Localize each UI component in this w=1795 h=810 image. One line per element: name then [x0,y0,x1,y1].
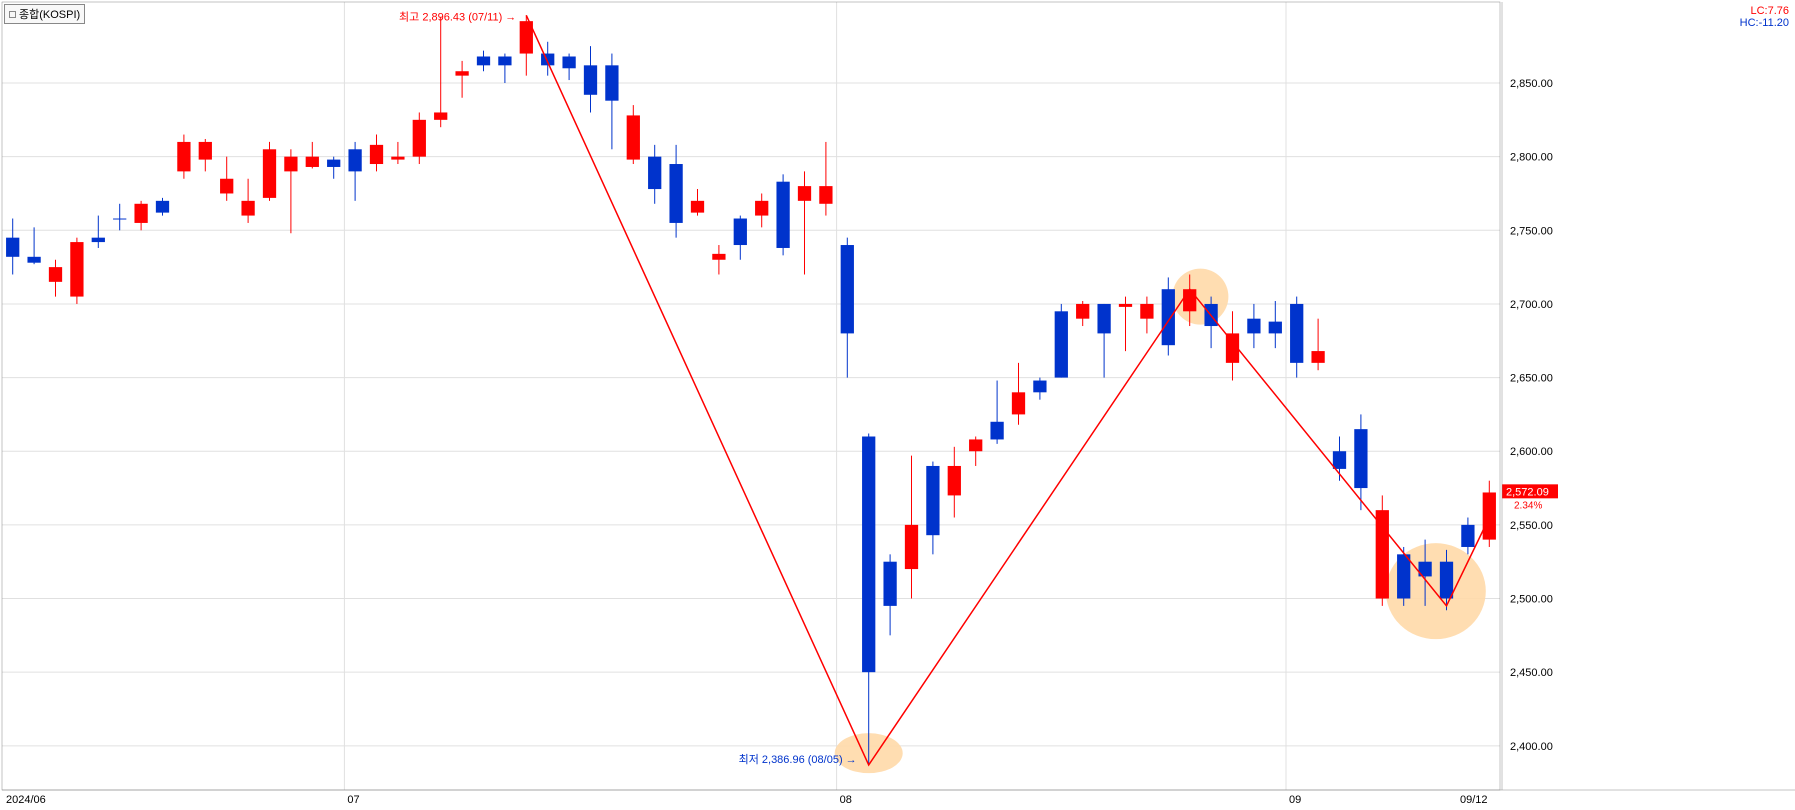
candle-body[interactable] [199,142,212,160]
low-annotation: 최저 2,386.96 (08/05) → [739,753,857,766]
x-axis-tick-label: 07 [347,794,359,806]
hc-badge: HC:-11.20 [1740,17,1789,29]
candle-body[interactable] [49,267,62,282]
highlight-ellipse [1172,269,1228,325]
candle-body[interactable] [627,115,640,159]
candle-body[interactable] [498,56,511,65]
candle-body[interactable] [455,71,468,75]
candle-body[interactable] [156,201,169,213]
candle-body[interactable] [905,525,918,569]
candle-body[interactable] [241,201,254,216]
candle-body[interactable] [1247,319,1260,334]
price-marker-change: 2.34% [1514,500,1542,511]
candle-body[interactable] [263,149,276,198]
candle-body[interactable] [776,182,789,248]
candle-body[interactable] [177,142,190,171]
chart-title: 종합(KOSPI) [4,4,85,24]
x-axis-tick-label: 09 [1289,794,1301,806]
candle-body[interactable] [734,219,747,246]
y-axis-tick-label: 2,500.00 [1510,594,1553,606]
candle-body[interactable] [948,466,961,495]
candle-body[interactable] [1162,289,1175,345]
y-axis-tick-label: 2,850.00 [1510,78,1553,90]
candle-body[interactable] [27,257,40,263]
candle-body[interactable] [562,56,575,68]
y-axis-tick-label: 2,400.00 [1510,741,1553,753]
candle-body[interactable] [798,186,811,201]
y-axis-tick-label: 2,800.00 [1510,152,1553,164]
candle-body[interactable] [327,160,340,167]
candle-body[interactable] [92,238,105,242]
x-axis-tick-label: 09/12 [1460,794,1488,806]
y-axis-tick-label: 2,600.00 [1510,446,1553,458]
candle-body[interactable] [883,562,896,606]
candle-body[interactable] [370,145,383,164]
candle-body[interactable] [648,157,661,189]
candle-body[interactable] [969,439,982,451]
lc-badge: LC:7.76 [1750,5,1789,17]
title-marker-icon [9,11,16,18]
candle-body[interactable] [1269,322,1282,334]
candle-body[interactable] [1354,429,1367,488]
candle-body[interactable] [477,56,490,65]
price-marker-label: 2,572.09 [1506,486,1549,498]
candle-body[interactable] [6,238,19,257]
title-text: 종합(KOSPI) [19,6,80,22]
candle-body[interactable] [1461,525,1474,547]
candle-body[interactable] [926,466,939,535]
y-axis-tick-label: 2,450.00 [1510,667,1553,679]
candle-body[interactable] [1397,554,1410,598]
candle-body[interactable] [1012,392,1025,414]
x-axis-tick-label: 2024/06 [6,794,46,806]
candle-body[interactable] [990,422,1003,440]
candle-body[interactable] [584,65,597,94]
chart-container[interactable]: 2,400.00 2,450.00 2,500.00 2,550.00 2,600.00… [0,0,1795,810]
high-annotation: 최고 2,896.43 (07/11) → [399,11,516,24]
candle-body[interactable] [1376,510,1389,598]
candle-body[interactable] [1290,304,1303,363]
x-axis-tick-label: 08 [840,794,852,806]
candle-body[interactable] [70,242,83,296]
candle-body[interactable] [605,65,618,100]
candle-body[interactable] [1097,304,1110,333]
candle-body[interactable] [1311,351,1324,363]
candle-body[interactable] [1119,304,1132,307]
candle-body[interactable] [306,157,319,167]
candle-body[interactable] [1483,492,1496,539]
candle-body[interactable] [220,179,233,194]
candle-body[interactable] [1183,289,1196,311]
candle-body[interactable] [1440,562,1453,599]
candle-body[interactable] [1140,304,1153,319]
y-axis-tick-label: 2,650.00 [1510,373,1553,385]
candle-body[interactable] [1333,451,1346,469]
candle-body[interactable] [413,120,426,157]
candle-body[interactable] [862,437,875,673]
candle-body[interactable] [1055,311,1068,377]
candle-body[interactable] [819,186,832,204]
candle-body[interactable] [1076,304,1089,319]
candle-body[interactable] [391,157,404,160]
candle-body[interactable] [284,157,297,172]
chart-background [0,0,1795,810]
candle-body[interactable] [691,201,704,213]
candle-body[interactable] [1033,381,1046,393]
candle-body[interactable] [434,112,447,119]
candle-body[interactable] [348,149,361,171]
candle-body[interactable] [113,219,126,220]
y-axis-tick-label: 2,700.00 [1510,299,1553,311]
candlestick-chart[interactable]: 2,400.00 2,450.00 2,500.00 2,550.00 2,600.00… [0,0,1795,810]
candle-body[interactable] [134,204,147,223]
candle-body[interactable] [669,164,682,223]
candle-body[interactable] [712,254,725,260]
candle-body[interactable] [755,201,768,216]
y-axis-tick-label: 2,550.00 [1510,520,1553,532]
y-axis-tick-label: 2,750.00 [1510,225,1553,237]
candle-body[interactable] [841,245,854,333]
